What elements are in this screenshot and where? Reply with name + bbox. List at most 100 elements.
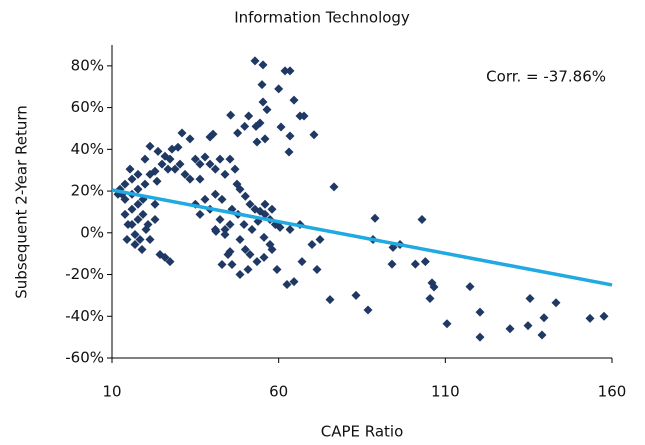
point [177, 128, 187, 138]
point [145, 141, 155, 151]
point [525, 294, 535, 304]
point [420, 257, 430, 267]
point [145, 169, 155, 179]
point [220, 224, 230, 234]
point [220, 229, 230, 239]
point [150, 214, 160, 224]
y-axis-label: Subsequent 2-Year Return [13, 105, 31, 298]
point [210, 224, 220, 234]
point [200, 152, 210, 162]
point [227, 260, 237, 270]
point [289, 95, 299, 105]
y-tick-label: -40% [65, 307, 104, 325]
point [247, 224, 257, 234]
point [351, 290, 361, 300]
point [259, 232, 269, 242]
point [120, 179, 130, 189]
point [165, 154, 175, 164]
point [225, 154, 235, 164]
point [259, 252, 269, 262]
trendline [111, 188, 613, 287]
y-tick-label: 0% [80, 223, 104, 241]
point [140, 179, 150, 189]
point [120, 209, 130, 219]
point [260, 199, 270, 209]
point [133, 199, 143, 209]
point [170, 164, 180, 174]
point [235, 184, 245, 194]
point [282, 280, 292, 290]
point [250, 56, 260, 66]
point [387, 259, 397, 269]
point [284, 147, 294, 157]
point [157, 159, 167, 169]
chart-title: Information Technology [234, 9, 410, 27]
point [185, 134, 195, 144]
point [122, 234, 132, 244]
point [442, 319, 452, 329]
point [425, 294, 435, 304]
point [599, 311, 609, 321]
point [257, 80, 267, 90]
point [195, 209, 205, 219]
y-tick-label: -20% [65, 265, 104, 283]
point [475, 307, 485, 317]
point [233, 128, 243, 138]
point [285, 224, 295, 234]
point [190, 154, 200, 164]
point [130, 229, 140, 239]
point [210, 164, 220, 174]
point [125, 164, 135, 174]
point [217, 194, 227, 204]
point [240, 121, 250, 131]
point [215, 154, 225, 164]
point [267, 204, 277, 214]
annotation: Corr. = -37.86% [486, 68, 606, 86]
point [255, 118, 265, 128]
point [410, 259, 420, 269]
point [208, 129, 218, 139]
point [133, 169, 143, 179]
y-tick-label: 60% [71, 98, 104, 116]
y-tick-label: 40% [71, 140, 104, 158]
point [272, 265, 282, 275]
point [244, 111, 254, 121]
point [239, 219, 249, 229]
point [329, 182, 339, 192]
point [185, 174, 195, 184]
point [210, 189, 220, 199]
point [585, 313, 595, 323]
point [258, 97, 268, 107]
point [245, 250, 255, 260]
point [297, 257, 307, 267]
point [258, 60, 268, 70]
point [252, 257, 262, 267]
point [280, 66, 290, 76]
point [262, 105, 272, 115]
point [243, 265, 253, 275]
point [226, 110, 236, 120]
point [230, 164, 240, 174]
point [265, 239, 275, 249]
point [167, 144, 177, 154]
x-tick-label: 10 [102, 383, 121, 401]
point [225, 247, 235, 257]
point [205, 159, 215, 169]
point [417, 214, 427, 224]
point [235, 234, 245, 244]
point [143, 219, 153, 229]
point [276, 122, 286, 132]
point [252, 137, 262, 147]
point [217, 260, 227, 270]
y-tick-label: -60% [65, 349, 104, 367]
point [363, 305, 373, 315]
point [551, 298, 561, 308]
point [127, 174, 137, 184]
point [127, 219, 137, 229]
point [260, 134, 270, 144]
point [260, 209, 270, 219]
point [309, 130, 319, 140]
point [135, 234, 145, 244]
point [429, 282, 439, 292]
